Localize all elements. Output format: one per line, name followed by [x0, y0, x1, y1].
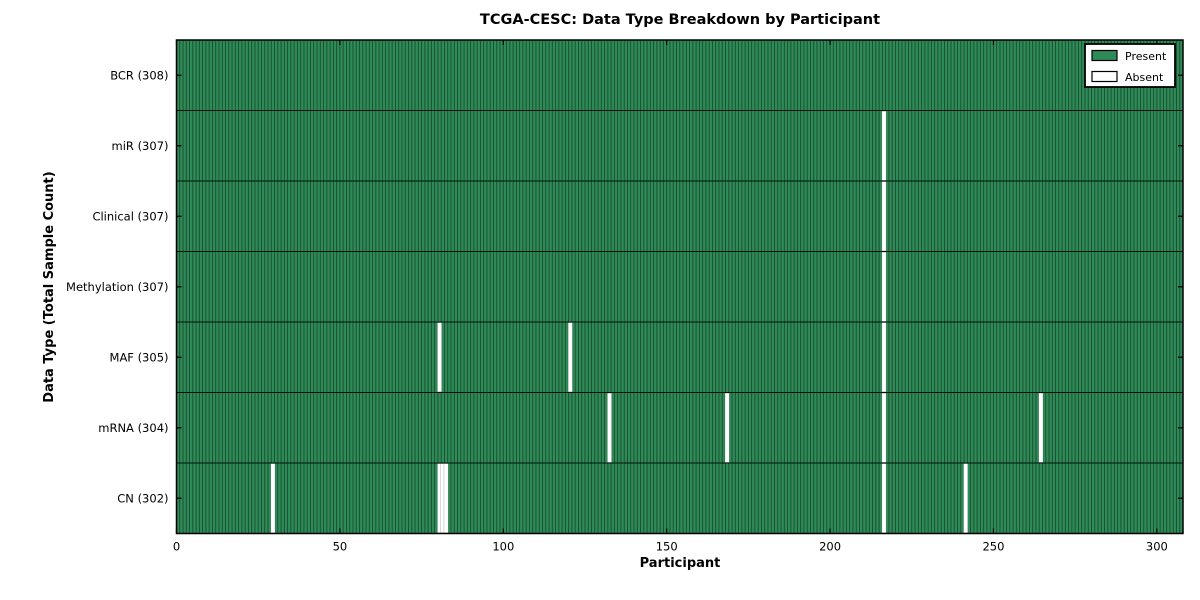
y-tick-label: mRNA (304) [98, 421, 168, 435]
absent-marker [437, 322, 442, 393]
legend-swatch-absent [1091, 70, 1118, 83]
x-tick-label: 150 [656, 540, 678, 554]
absent-marker [443, 463, 449, 534]
x-tick-label: 100 [492, 540, 514, 554]
legend-label-present: Present [1125, 50, 1167, 63]
participant-bar-stripes [179, 40, 1181, 534]
absent-marker [607, 392, 612, 463]
absent-marker [963, 463, 969, 534]
x-axis-label: Participant [639, 556, 721, 571]
absent-marker [881, 251, 887, 322]
absent-marker [881, 392, 887, 463]
x-tick-label: 300 [1146, 540, 1168, 554]
absent-marker [881, 110, 887, 181]
y-tick-label: CN (302) [117, 491, 168, 505]
y-tick-label: MAF (305) [110, 350, 169, 364]
legend-swatch-present [1091, 49, 1118, 62]
plot-background [176, 40, 1183, 534]
y-tick-label: miR (307) [112, 139, 169, 153]
x-tick-label: 50 [333, 540, 348, 554]
absent-marker [881, 181, 887, 252]
x-tick-label: 200 [819, 540, 841, 554]
row-divider-lines [176, 110, 1183, 464]
y-tick-label: BCR (308) [110, 68, 168, 82]
legend-label-absent: Absent [1125, 71, 1164, 84]
absent-marker [881, 463, 887, 534]
absent-marker [567, 322, 573, 393]
absent-marker [270, 463, 276, 534]
y-tick-label: Clinical (307) [92, 209, 168, 223]
x-tick-label: 0 [173, 540, 180, 554]
chart-title: TCGA-CESC: Data Type Breakdown by Partic… [479, 12, 881, 28]
absent-marker [881, 322, 887, 393]
axis-ticks [175, 40, 1183, 534]
absent-marker [1038, 392, 1044, 463]
y-axis-label: Data Type (Total Sample Count) [42, 171, 57, 403]
y-tick-label: Methylation (307) [66, 280, 168, 294]
x-tick-label: 250 [982, 540, 1004, 554]
absent-marker [724, 392, 730, 463]
